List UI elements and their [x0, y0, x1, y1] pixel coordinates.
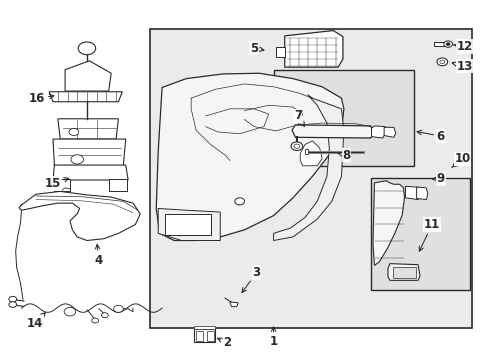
Circle shape	[9, 302, 17, 307]
Bar	[206, 331, 214, 341]
Circle shape	[290, 142, 302, 150]
Circle shape	[293, 144, 299, 148]
Text: 6: 6	[416, 130, 444, 143]
Polygon shape	[300, 141, 322, 166]
Circle shape	[436, 58, 447, 66]
Text: 7: 7	[293, 109, 304, 126]
Text: 16: 16	[29, 92, 54, 105]
Polygon shape	[156, 73, 343, 240]
Circle shape	[9, 296, 17, 302]
Text: 1: 1	[269, 327, 277, 348]
Polygon shape	[387, 264, 419, 280]
Polygon shape	[65, 61, 111, 91]
Bar	[273, 70, 413, 166]
Polygon shape	[158, 208, 220, 240]
Text: 15: 15	[45, 177, 68, 190]
Bar	[392, 267, 415, 278]
Bar	[196, 331, 203, 341]
Polygon shape	[416, 187, 427, 199]
Circle shape	[64, 307, 76, 316]
Polygon shape	[53, 139, 125, 166]
Polygon shape	[433, 42, 445, 46]
Bar	[370, 178, 469, 290]
Text: 12: 12	[452, 40, 472, 53]
Text: 5: 5	[249, 42, 264, 55]
Circle shape	[439, 60, 444, 64]
Text: 11: 11	[418, 218, 439, 251]
Text: 9: 9	[432, 172, 444, 185]
Polygon shape	[49, 92, 122, 102]
Polygon shape	[291, 125, 374, 138]
Text: 3: 3	[242, 266, 260, 292]
Polygon shape	[54, 179, 70, 191]
Circle shape	[102, 313, 108, 318]
Circle shape	[234, 198, 244, 205]
Circle shape	[92, 318, 99, 323]
Polygon shape	[284, 31, 342, 67]
Circle shape	[113, 305, 123, 312]
Bar	[164, 214, 210, 235]
Polygon shape	[384, 127, 395, 137]
Text: 14: 14	[27, 313, 45, 329]
Polygon shape	[273, 95, 343, 240]
Polygon shape	[53, 165, 128, 180]
Polygon shape	[229, 302, 238, 307]
Circle shape	[71, 155, 83, 164]
Circle shape	[78, 42, 96, 55]
Text: 2: 2	[217, 337, 231, 350]
Circle shape	[69, 129, 79, 135]
Circle shape	[443, 41, 451, 47]
Bar	[194, 326, 215, 329]
Bar	[150, 29, 471, 328]
Polygon shape	[305, 149, 308, 154]
Polygon shape	[372, 181, 404, 265]
Bar	[194, 329, 215, 342]
Circle shape	[445, 42, 449, 45]
Polygon shape	[405, 186, 419, 199]
Polygon shape	[371, 126, 385, 138]
Polygon shape	[58, 119, 118, 139]
Text: 8: 8	[337, 149, 350, 162]
Polygon shape	[108, 179, 127, 191]
Text: 10: 10	[451, 152, 470, 167]
Text: 13: 13	[451, 60, 472, 73]
Polygon shape	[276, 46, 284, 57]
Text: 4: 4	[95, 244, 103, 266]
